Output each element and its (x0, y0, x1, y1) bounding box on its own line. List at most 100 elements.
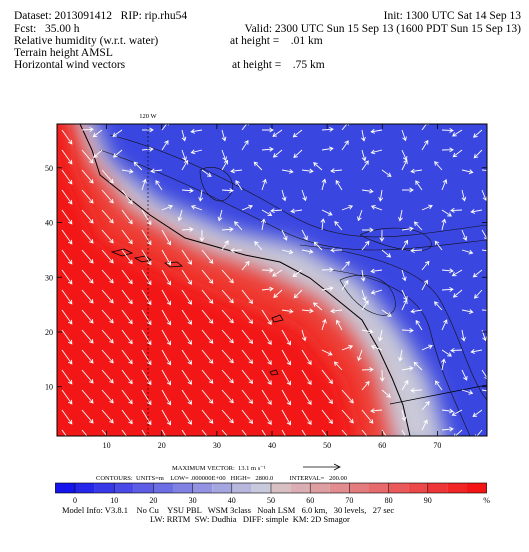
wind-arrow (321, 126, 334, 132)
wind-arrow (61, 389, 73, 405)
wind-arrow (341, 261, 350, 271)
wind-arrow (481, 389, 487, 392)
wind-arrow (312, 302, 323, 311)
wind-arrow (421, 204, 433, 211)
wind-arrow (241, 389, 254, 405)
wind-arrow (261, 329, 272, 346)
wind-arrow (470, 209, 483, 214)
wind-arrow (379, 369, 385, 382)
wind-arrow (181, 349, 192, 365)
wind-arrow (221, 429, 228, 436)
wind-arrow (121, 189, 133, 205)
wind-arrow (421, 400, 430, 411)
wind-arrow (261, 309, 272, 326)
colorbar-unit: % (483, 496, 490, 505)
wind-arrow (201, 329, 214, 344)
wind-arrow (241, 309, 254, 325)
wind-arrow (201, 289, 214, 304)
wind-arrow (199, 229, 205, 242)
wind-arrow (81, 209, 94, 224)
wind-arrow (61, 289, 73, 305)
wind-arrow (161, 229, 172, 246)
wind-arrow (333, 361, 343, 371)
wind-arrow (235, 180, 243, 191)
contours-info: CONTOURS: UNITS=m LOW= .000000E+00 HIGH=… (96, 475, 347, 482)
wind-arrow (379, 229, 385, 242)
wind-arrow (161, 349, 172, 366)
x-tick-label: 70 (433, 441, 441, 450)
wind-arrow (81, 309, 94, 324)
wind-arrow (401, 159, 408, 171)
wind-arrow (357, 209, 363, 222)
wind-arrow (481, 189, 487, 202)
wind-arrow (441, 268, 454, 274)
wind-arrow (451, 409, 463, 416)
colorbar-box (94, 483, 115, 493)
wind-arrow (452, 129, 463, 137)
field: Horizontal wind vectors (14, 59, 126, 71)
wind-arrow (61, 209, 73, 225)
wind-arrow (81, 289, 94, 304)
wind-arrow (401, 366, 414, 371)
wind-arrow (401, 226, 414, 232)
wind-arrow (381, 169, 392, 177)
wind-arrow (461, 249, 474, 255)
x-tick-label: 50 (323, 441, 331, 450)
wind-arrow (141, 329, 152, 346)
wind-arrow (81, 249, 94, 264)
wind-arrow (401, 269, 407, 282)
wind-arrow (150, 168, 163, 174)
wind-arrow (472, 269, 483, 278)
wind-arrow (221, 159, 229, 171)
wind-arrow (370, 408, 383, 414)
wind-arrow (410, 308, 423, 314)
wind-arrow (81, 189, 94, 204)
wind-arrow (241, 369, 254, 385)
colorbar-box (310, 483, 330, 493)
field-map (57, 124, 487, 436)
colorbar-box (408, 483, 428, 493)
wind-arrow (101, 349, 114, 364)
wind-arrow (141, 209, 152, 226)
wind-arrow (201, 269, 214, 284)
wind-arrow (341, 140, 349, 151)
wind-arrow (301, 349, 312, 366)
wind-arrow (452, 149, 463, 158)
colorbar-box (231, 483, 252, 493)
wind-arrow (61, 129, 73, 145)
wind-arrow (121, 309, 133, 325)
wind-arrow (101, 369, 114, 384)
wind-arrow (441, 287, 454, 292)
colorbar-label: 40 (228, 496, 236, 505)
max-vector: MAXIMUM VECTOR: 13.1 m s⁻¹ (172, 465, 266, 472)
wind-arrow (221, 188, 234, 193)
wind-arrow (181, 129, 187, 142)
wind-arrow (101, 409, 114, 424)
wind-arrow (434, 240, 443, 251)
colorbar-label: 50 (267, 496, 275, 505)
wind-arrow (201, 429, 208, 436)
wind-arrow (421, 279, 428, 291)
wind-arrow (141, 229, 152, 246)
wind-arrow (398, 349, 403, 362)
wind-arrow (381, 309, 392, 317)
wind-arrow (61, 169, 73, 185)
wind-arrow (451, 269, 463, 277)
wind-arrow (401, 299, 408, 311)
wind-arrow (81, 269, 94, 284)
wind-arrow (201, 309, 214, 324)
wind-arrow (341, 344, 354, 351)
wind-arrow (161, 249, 172, 266)
wind-arrow (221, 409, 234, 424)
wind-arrow (241, 124, 249, 131)
colorbar-label: 90 (424, 496, 432, 505)
colorbar-label: 60 (306, 496, 314, 505)
wind-arrow (101, 169, 114, 184)
wind-arrow (61, 189, 73, 205)
colorbar-box (369, 483, 389, 493)
wind-arrow (378, 189, 384, 202)
wind-arrow (101, 249, 114, 264)
wind-arrow (410, 248, 423, 254)
wind-arrow (181, 389, 192, 405)
